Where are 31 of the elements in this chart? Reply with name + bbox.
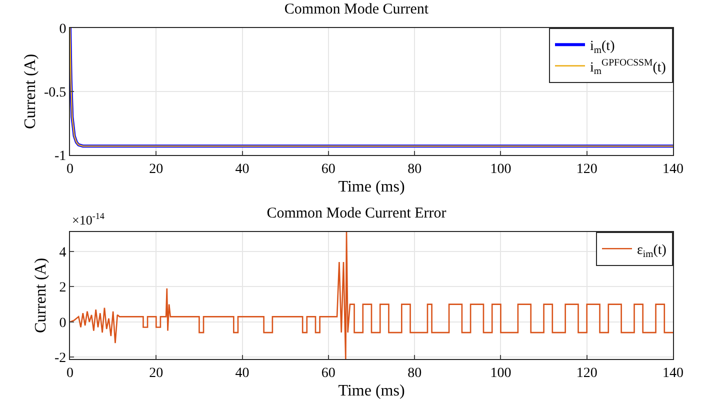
legend-label: i$_{m}$(t) xyxy=(590,39,616,56)
x-tick-label: 60 xyxy=(321,162,336,177)
y-tick-label: -0.5 xyxy=(44,85,66,100)
text: ×10$^{-14}$ xyxy=(72,211,105,228)
x-tick-label: 100 xyxy=(490,366,512,381)
y-tick-label: -1 xyxy=(54,148,66,164)
x-axis-title: Time (ms) xyxy=(338,178,405,196)
x-tick-label: 80 xyxy=(408,366,422,381)
x-tick-label: 40 xyxy=(235,162,250,177)
y-tick-label: 2 xyxy=(59,280,66,296)
legend-label: ε$_{im}$(t) xyxy=(637,243,667,260)
x-tick-label: 80 xyxy=(408,162,422,177)
x-tick-label: 40 xyxy=(235,366,250,381)
y-axis-title: Current (A) xyxy=(22,54,39,130)
y-tick-label: 0 xyxy=(59,22,66,37)
legend-label: i$_{m}$$^{GPFOCSSM}$(t) xyxy=(590,57,666,78)
x-tick-label: 60 xyxy=(321,366,336,381)
y-tick-label: 4 xyxy=(59,245,66,260)
x-tick-label: 20 xyxy=(149,366,164,381)
chart-title: Common Mode Current Error xyxy=(266,206,446,222)
y-tick-label: 0 xyxy=(59,316,66,331)
x-tick-label: 140 xyxy=(662,366,684,381)
x-tick-label: 120 xyxy=(576,366,598,381)
x-tick-label: 100 xyxy=(490,162,512,177)
x-tick-label: 140 xyxy=(662,162,684,177)
y-tick-label: -2 xyxy=(54,351,66,366)
x-tick-label: 20 xyxy=(149,162,164,177)
chart-title: Common Mode Current xyxy=(284,2,430,18)
y-axis-title: Current (A) xyxy=(32,258,50,334)
x-tick-label: 120 xyxy=(576,162,598,177)
x-axis-title: Time (ms) xyxy=(338,382,405,400)
